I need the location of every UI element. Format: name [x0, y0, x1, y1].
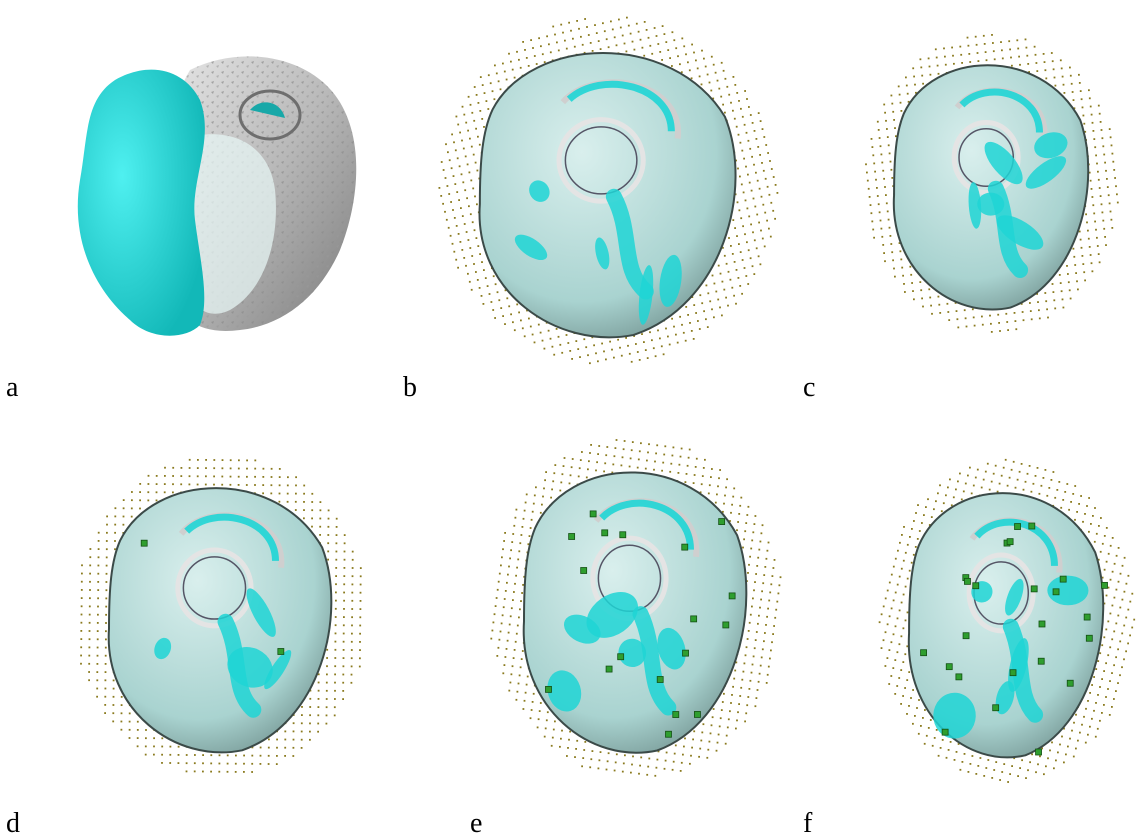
- cyan-segmentation-volume: [77, 69, 205, 336]
- panel-f-figure: [875, 455, 1137, 785]
- panel-b-figure: [435, 12, 780, 367]
- heart-overlay-render: [77, 56, 357, 336]
- panel-label: e: [470, 808, 483, 839]
- panel-label: a: [6, 372, 19, 403]
- cyan-segmentation-patches: [933, 575, 1089, 739]
- panel-a-figure: [70, 40, 370, 345]
- panel-label: b: [403, 372, 417, 403]
- grid-fit-render: [80, 458, 362, 773]
- panel-label: f: [803, 808, 813, 839]
- panel-label: c: [803, 372, 816, 403]
- landmark-markers: [545, 510, 736, 738]
- valve-ring: [238, 89, 302, 141]
- grid-fit-render: [438, 16, 779, 365]
- panel-label: d: [6, 808, 20, 839]
- landmark-markers: [140, 539, 285, 655]
- panel-d-figure: [70, 450, 370, 780]
- grid-fit-render: [490, 439, 782, 777]
- landmark-markers: [920, 522, 1108, 756]
- panel-c-figure: [860, 30, 1122, 335]
- grid-fit-render: [865, 34, 1119, 333]
- cyan-segmentation-patches: [154, 588, 292, 718]
- cyan-segmentation-patches: [514, 180, 682, 325]
- cyan-segmentation-patches: [968, 132, 1068, 279]
- panel-e-figure: [485, 432, 785, 782]
- grid-fit-render: [878, 458, 1136, 783]
- cyan-segmentation-patches: [547, 592, 686, 716]
